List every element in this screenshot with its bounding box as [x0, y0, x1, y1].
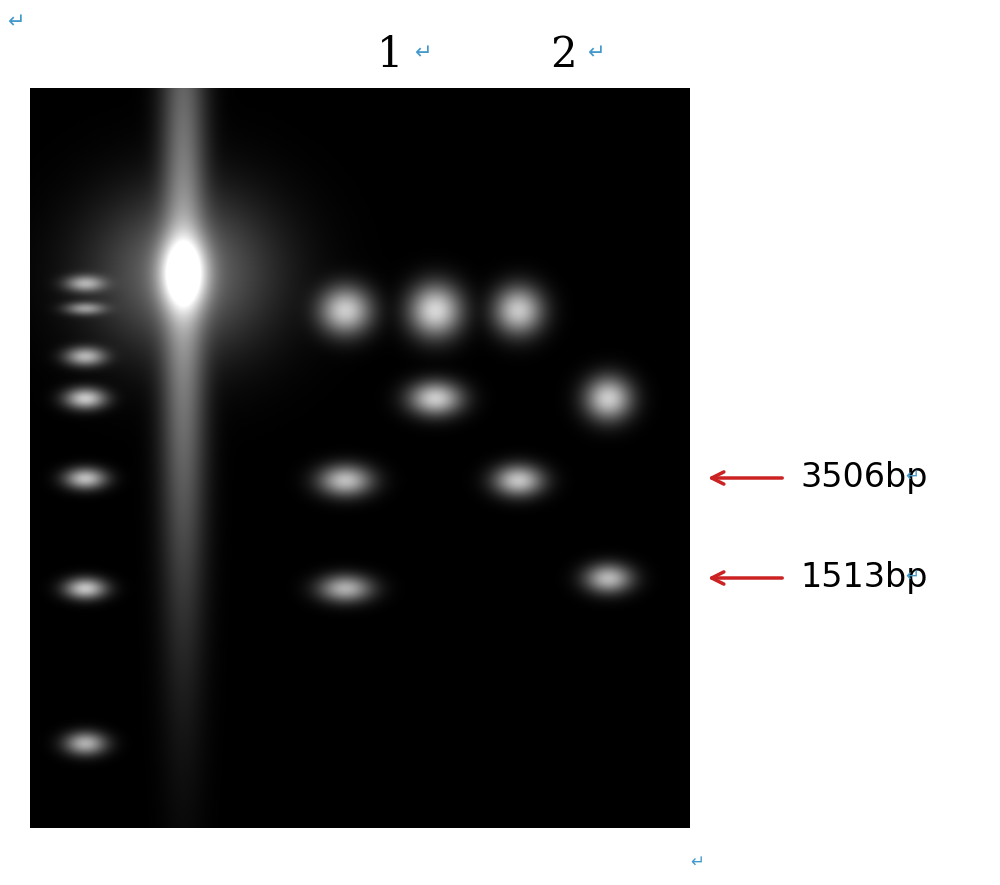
Text: 3506bp: 3506bp — [800, 461, 928, 495]
Text: ↵: ↵ — [905, 467, 919, 485]
Text: ↵: ↵ — [415, 43, 432, 63]
Text: ↵: ↵ — [8, 12, 26, 32]
Text: ↵: ↵ — [690, 853, 704, 871]
Text: ↵: ↵ — [588, 43, 606, 63]
Text: 1: 1 — [377, 34, 403, 76]
Text: 2: 2 — [550, 34, 576, 76]
Text: ↵: ↵ — [905, 567, 919, 585]
Bar — [30, 88, 690, 828]
Text: 1513bp: 1513bp — [800, 561, 928, 595]
